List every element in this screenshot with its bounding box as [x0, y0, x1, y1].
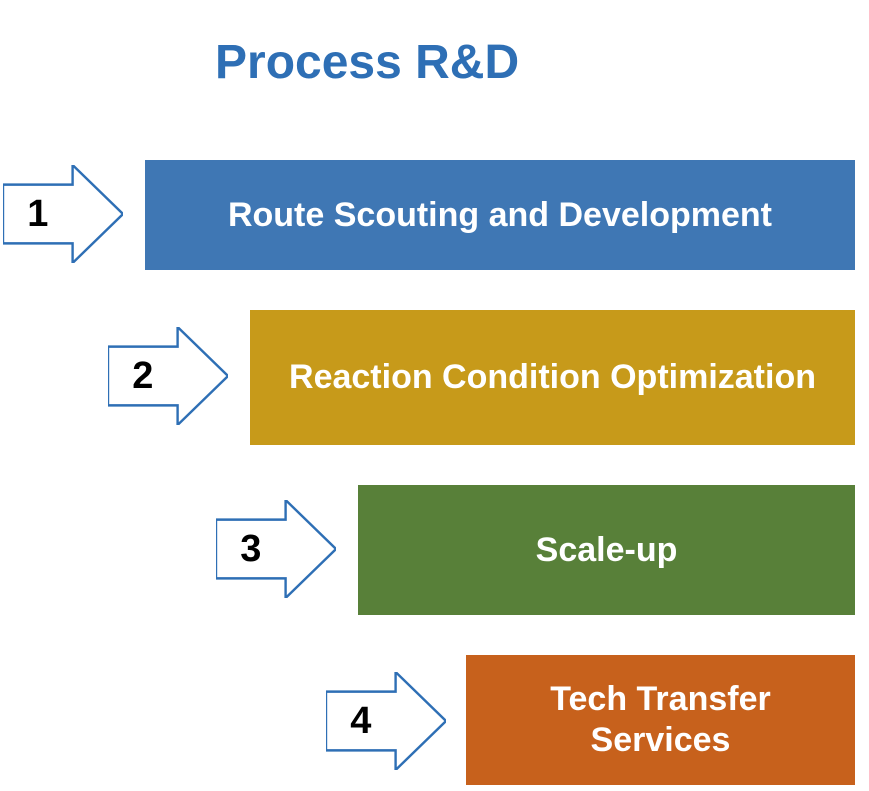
step-label-2: Reaction Condition Optimization: [289, 357, 816, 398]
step-number-4: 4: [326, 672, 396, 770]
step-number-2: 2: [108, 327, 178, 425]
step-arrow-4: 4: [326, 672, 446, 770]
step-label-1: Route Scouting and Development: [228, 195, 772, 236]
step-box-1: Route Scouting and Development: [145, 160, 855, 270]
step-number-1: 1: [3, 165, 73, 263]
step-box-2: Reaction Condition Optimization: [250, 310, 855, 445]
step-arrow-3: 3: [216, 500, 336, 598]
step-label-3: Scale-up: [536, 530, 678, 571]
page-title: Process R&D: [215, 35, 519, 90]
step-box-4: Tech Transfer Services: [466, 655, 855, 785]
step-label-4: Tech Transfer Services: [486, 679, 835, 761]
step-box-3: Scale-up: [358, 485, 855, 615]
step-number-3: 3: [216, 500, 286, 598]
step-arrow-1: 1: [3, 165, 123, 263]
diagram-canvas: Process R&D Route Scouting and Developme…: [0, 0, 869, 791]
step-arrow-2: 2: [108, 327, 228, 425]
